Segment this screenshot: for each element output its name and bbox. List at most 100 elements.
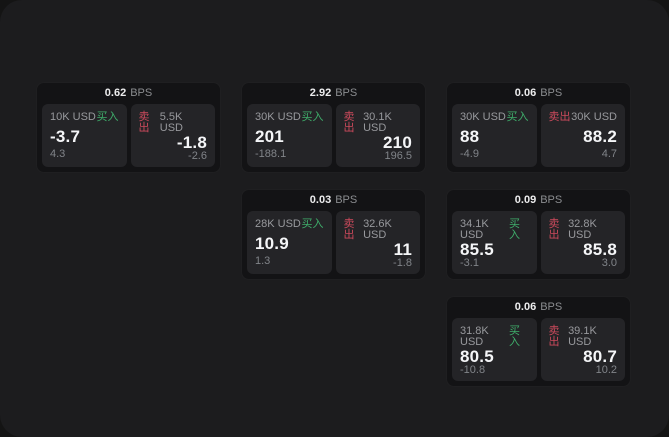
spread-unit: BPS bbox=[130, 87, 153, 99]
sell-delta: 4.7 bbox=[601, 148, 617, 160]
sell-quote-tile[interactable]: 卖出 39.1K USD 80.7 10.2 bbox=[540, 318, 625, 381]
sell-amount: 30K USD bbox=[571, 111, 617, 123]
sell-amount: 5.5K USD bbox=[159, 111, 183, 134]
buy-price: 88 bbox=[460, 126, 480, 146]
quote-card-body: 34.1K USD 买入 85.5 -3.1 卖出 32.8K USD 85.8… bbox=[452, 211, 625, 274]
sell-quote-tile[interactable]: 卖出 32.8K USD 85.8 3.0 bbox=[540, 211, 625, 274]
quote-card-body: 31.8K USD 买入 80.5 -10.8 卖出 39.1K USD 80.… bbox=[452, 318, 625, 381]
quote-card-body: 30K USD 买入 201 -188.1 卖出 30.1K USD 210 1… bbox=[247, 104, 420, 167]
buy-quote-top-row: 31.8K USD 买入 bbox=[460, 326, 529, 348]
sell-amount: 32.8K USD bbox=[568, 218, 597, 241]
quote-card: 0.62 BPS 10K USD 买入 -3.7 4.3 卖出 bbox=[36, 82, 221, 173]
sell-price: 80.7 bbox=[583, 347, 617, 366]
spread-value: 0.06 bbox=[514, 87, 537, 99]
sell-delta: -2.6 bbox=[188, 150, 207, 162]
buy-quote-top-row: 34.1K USD 买入 bbox=[460, 219, 529, 241]
spread-unit: BPS bbox=[540, 301, 563, 313]
quote-card-body: 10K USD 买入 -3.7 4.3 卖出 5.5K USD -1.8 -2.… bbox=[42, 104, 215, 167]
quote-card: 0.06 BPS 30K USD 买入 88 -4.9 卖出 bbox=[446, 82, 631, 173]
spread-header: 0.06 BPS bbox=[452, 297, 625, 318]
quote-card-body: 30K USD 买入 88 -4.9 卖出 30K USD 88.2 4.7 bbox=[452, 104, 625, 167]
buy-quote-top-row: 30K USD 买入 bbox=[255, 112, 324, 123]
quote-card: 0.03 BPS 28K USD 买入 10.9 1.3 卖出 bbox=[241, 189, 426, 280]
buy-amount: 30K USD bbox=[255, 111, 301, 123]
buy-side-label: 买入 bbox=[508, 325, 520, 348]
quote-cards-grid: 0.62 BPS 10K USD 买入 -3.7 4.3 卖出 bbox=[36, 82, 631, 387]
sell-side-label: 卖出 bbox=[548, 111, 571, 123]
sell-delta: 10.2 bbox=[595, 364, 617, 376]
spread-unit: BPS bbox=[540, 87, 563, 99]
sell-price: -1.8 bbox=[176, 133, 207, 152]
sell-quote-top-row: 卖出 32.8K USD bbox=[549, 219, 618, 241]
buy-side-label: 买入 bbox=[301, 218, 324, 230]
buy-amount: 10K USD bbox=[50, 111, 96, 123]
sell-quote-tile[interactable]: 卖出 5.5K USD -1.8 -2.6 bbox=[130, 104, 215, 167]
buy-quote-tile[interactable]: 30K USD 买入 201 -188.1 bbox=[247, 104, 332, 167]
buy-delta: -4.9 bbox=[460, 148, 479, 160]
sell-price: 11 bbox=[393, 240, 412, 259]
buy-side-label: 买入 bbox=[301, 111, 324, 123]
buy-side-label: 买入 bbox=[96, 111, 119, 123]
spread-value: 0.09 bbox=[514, 194, 537, 206]
buy-amount: 34.1K USD bbox=[460, 218, 489, 241]
buy-price: 80.5 bbox=[460, 347, 494, 366]
buy-price: 85.5 bbox=[460, 240, 494, 259]
sell-quote-tile[interactable]: 卖出 32.6K USD 11 -1.8 bbox=[335, 211, 420, 274]
sell-quote-top-row: 卖出 30K USD bbox=[549, 112, 618, 123]
buy-quote-tile[interactable]: 31.8K USD 买入 80.5 -10.8 bbox=[452, 318, 537, 381]
buy-side-label: 买入 bbox=[506, 111, 529, 123]
buy-price: 201 bbox=[255, 126, 284, 146]
buy-delta: 4.3 bbox=[50, 148, 66, 160]
quote-card: 2.92 BPS 30K USD 买入 201 -188.1 卖出 bbox=[241, 82, 426, 173]
quote-card: 0.09 BPS 34.1K USD 买入 85.5 -3.1 卖出 bbox=[446, 189, 631, 280]
buy-price: -3.7 bbox=[50, 126, 81, 146]
buy-price: 10.9 bbox=[255, 233, 289, 253]
sell-quote-tile[interactable]: 卖出 30.1K USD 210 196.5 bbox=[335, 104, 420, 167]
sell-quote-tile[interactable]: 卖出 30K USD 88.2 4.7 bbox=[540, 104, 625, 167]
spread-unit: BPS bbox=[540, 194, 563, 206]
spread-unit: BPS bbox=[335, 87, 358, 99]
buy-quote-tile[interactable]: 10K USD 买入 -3.7 4.3 bbox=[42, 104, 127, 167]
buy-amount: 30K USD bbox=[460, 111, 506, 123]
buy-delta: -188.1 bbox=[255, 148, 287, 160]
quote-card-body: 28K USD 买入 10.9 1.3 卖出 32.6K USD 11 -1.8 bbox=[247, 211, 420, 274]
sell-delta: 196.5 bbox=[384, 150, 412, 162]
quote-card: 0.06 BPS 31.8K USD 买入 80.5 -10.8 卖 bbox=[446, 296, 631, 387]
buy-delta: -3.1 bbox=[460, 257, 479, 269]
spread-value: 0.62 bbox=[104, 87, 127, 99]
buy-delta: 1.3 bbox=[255, 255, 271, 267]
spread-header: 0.06 BPS bbox=[452, 83, 625, 104]
spread-header: 0.09 BPS bbox=[452, 190, 625, 211]
sell-price: 85.8 bbox=[583, 240, 617, 259]
sell-delta: -1.8 bbox=[393, 257, 412, 269]
spread-unit: BPS bbox=[335, 194, 358, 206]
buy-side-label: 买入 bbox=[508, 218, 520, 241]
sell-side-label: 卖出 bbox=[548, 218, 560, 241]
sell-side-label: 卖出 bbox=[548, 325, 560, 348]
spread-value: 0.06 bbox=[514, 301, 537, 313]
sell-quote-top-row: 卖出 5.5K USD bbox=[139, 112, 208, 134]
spread-header: 0.03 BPS bbox=[247, 190, 420, 211]
buy-delta: -10.8 bbox=[460, 364, 486, 376]
spread-value: 0.03 bbox=[309, 194, 332, 206]
spread-value: 2.92 bbox=[309, 87, 332, 99]
sell-amount: 32.6K USD bbox=[363, 218, 392, 241]
buy-amount: 31.8K USD bbox=[460, 325, 489, 348]
sell-side-label: 卖出 bbox=[343, 111, 355, 134]
buy-amount: 28K USD bbox=[255, 218, 301, 230]
buy-quote-tile[interactable]: 34.1K USD 买入 85.5 -3.1 bbox=[452, 211, 537, 274]
buy-quote-tile[interactable]: 30K USD 买入 88 -4.9 bbox=[452, 104, 537, 167]
buy-quote-tile[interactable]: 28K USD 买入 10.9 1.3 bbox=[247, 211, 332, 274]
sell-amount: 39.1K USD bbox=[568, 325, 597, 348]
sell-side-label: 卖出 bbox=[343, 218, 355, 241]
sell-amount: 30.1K USD bbox=[363, 111, 392, 134]
spread-header: 0.62 BPS bbox=[42, 83, 215, 104]
sell-quote-top-row: 卖出 32.6K USD bbox=[344, 219, 413, 241]
buy-quote-top-row: 28K USD 买入 bbox=[255, 219, 324, 230]
buy-quote-top-row: 10K USD 买入 bbox=[50, 112, 119, 123]
buy-quote-top-row: 30K USD 买入 bbox=[460, 112, 529, 123]
sell-quote-top-row: 卖出 39.1K USD bbox=[549, 326, 618, 348]
sell-price: 88.2 bbox=[583, 126, 617, 146]
